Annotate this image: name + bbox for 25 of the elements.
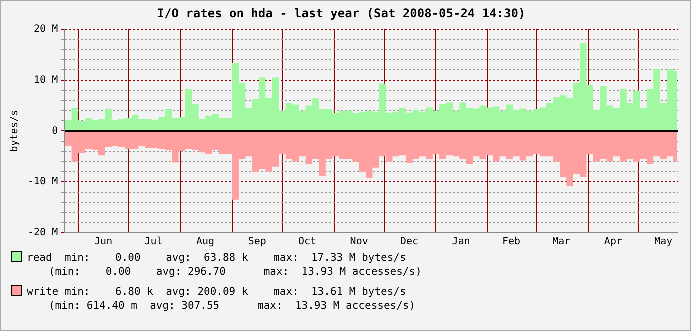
y-tick-label: 20 M <box>34 24 58 35</box>
y-tick-label: -20 M <box>28 228 58 239</box>
legend-label: read <box>27 252 52 264</box>
x-tick-label: Oct <box>298 236 317 248</box>
legend-label: write <box>27 286 59 298</box>
y-tick-label: 10 M <box>34 74 58 86</box>
text: min: 0.00 avg: 63.88 k max: 17.33 M bytes/s <box>64 252 406 264</box>
x-tick-label: Sep <box>248 236 266 248</box>
text: min: 6.80 k avg: 200.09 k max: 13.61 M bytes/s <box>64 286 406 298</box>
x-tick-label: Nov <box>350 236 368 248</box>
x-tick-label: Aug <box>196 236 215 248</box>
y-axis-title: bytes/s <box>10 110 21 152</box>
x-tick-label: Dec <box>400 236 419 248</box>
chart-title: I/O rates on hda - last year (Sat 2008-05-24 14:30) <box>157 6 526 20</box>
x-tick-label: Jan <box>452 236 470 248</box>
x-tick-label: Apr <box>604 236 622 248</box>
x-tick-label: May <box>654 236 673 248</box>
x-tick-label: Mar <box>552 236 571 248</box>
y-tick-label: -10 M <box>28 176 58 188</box>
text: (min: 614.40 m avg: 307.55 max: 13.93 M accesses/s) <box>48 299 417 313</box>
text: (min: 0.00 avg: 296.70 max: 13.93 M accesses/s) <box>48 265 422 279</box>
x-tick-label: Feb <box>502 236 521 248</box>
x-tick-label: Jul <box>144 236 163 248</box>
y-tick-label: 0 <box>52 126 58 137</box>
x-tick-label: Jun <box>94 236 113 248</box>
